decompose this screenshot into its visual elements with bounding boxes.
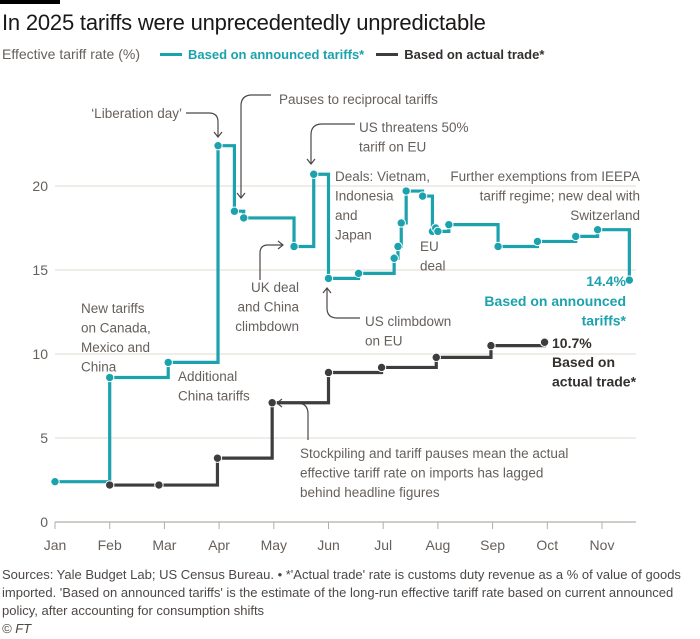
data-series [50, 140, 635, 490]
data-point [532, 236, 543, 247]
annotation-new-tariffs: New tariffs on Canada, Mexico and China [81, 301, 151, 375]
arrow-liberation [186, 112, 219, 137]
x-tick-label: Mar [152, 537, 176, 553]
y-tick-label: 5 [40, 430, 48, 446]
data-point [592, 224, 603, 235]
data-point [417, 191, 428, 201]
data-point [105, 372, 115, 383]
annotation-arrows [186, 94, 360, 440]
x-tick-label: Jan [44, 537, 67, 553]
data-point [154, 480, 164, 490]
legend-item-announced: Based on announced tariffs* [159, 46, 365, 62]
arrow-us-climbdown [326, 288, 360, 319]
x-tick-label: Oct [536, 537, 558, 553]
x-tick-label: Jul [374, 537, 392, 553]
brand-bar [0, 0, 60, 4]
data-point [229, 206, 240, 216]
annotation-deals: Deals: Vietnam, Indonesia and Japan [335, 169, 430, 243]
data-point [431, 352, 441, 363]
x-axis: Jan Feb Mar Apr May Jun Jul Aug Sep Oct Nov [44, 521, 636, 553]
data-point [105, 480, 115, 490]
x-tick-label: Jun [317, 537, 340, 553]
data-point [353, 268, 364, 279]
legend-swatch-actual [376, 52, 399, 56]
annotation-exemptions: Further exemptions from IEEPA tariff regi… [450, 169, 640, 223]
data-point [239, 213, 249, 223]
data-point [213, 140, 223, 151]
data-point [289, 241, 299, 252]
x-tick-label: May [261, 537, 287, 553]
legend-item-actual: Based on actual trade* [376, 47, 544, 62]
data-point [493, 241, 503, 252]
y-tick-label: 15 [32, 262, 48, 278]
annotation-china-tariffs: Additional China tariffs [178, 369, 250, 404]
gridlines: 0 5 10 15 20 [32, 178, 636, 530]
annotations: ‘Liberation day’ Pauses to reciprocal tar… [81, 92, 640, 500]
data-point [433, 226, 443, 237]
footer: Sources: Yale Budget Lab; US Census Bure… [2, 566, 697, 638]
data-point [212, 453, 223, 463]
arrow-pauses-head [236, 192, 246, 199]
annotation-eu-threat: US threatens 50% tariff on EU [359, 120, 469, 155]
arrow-pauses [240, 94, 271, 198]
x-tick-label: Sep [480, 537, 505, 553]
x-tick-label: Aug [425, 537, 450, 553]
data-point [444, 219, 454, 230]
arrow-uk-deal-head [277, 240, 284, 250]
x-tick-label: Apr [208, 537, 230, 553]
arrow-eu-threat [310, 123, 355, 164]
data-point [267, 398, 277, 408]
y-axis-label: Effective tariff rate (%) [2, 46, 140, 62]
y-tick-label: 10 [32, 346, 48, 362]
data-point [323, 367, 334, 378]
data-point [401, 186, 411, 196]
y-tick-label: 20 [32, 178, 48, 194]
arrow-us-climbdown-head [322, 287, 332, 294]
legend: Effective tariff rate (%) Based on annou… [2, 46, 556, 62]
arrow-uk-deal [259, 244, 283, 280]
data-point [376, 362, 387, 373]
y-tick-label: 0 [40, 514, 48, 530]
data-point [309, 169, 319, 179]
data-point [624, 275, 635, 285]
data-point [539, 337, 550, 347]
actual-trade-line [109, 342, 547, 487]
chart-plot: 0 5 10 15 20 Jan Feb Mar Apr May Jun Jul Aug Sep Oct N… [32, 92, 640, 553]
data-point [163, 357, 173, 368]
annotation-stockpiling: Stockpiling and tariff pauses mean the a… [300, 446, 568, 500]
annotation-actual-series: Based on actual trade* [552, 354, 637, 390]
source-note: Sources: Yale Budget Lab; US Census Bure… [2, 567, 681, 618]
x-tick-label: Nov [590, 537, 615, 553]
end-label-announced: 14.4% [586, 273, 626, 289]
data-point [393, 241, 403, 252]
arrow-eu-threat-head [306, 158, 316, 165]
legend-swatch-announced [159, 52, 182, 56]
annotation-pauses: Pauses to reciprocal tariffs [279, 92, 438, 107]
arrow-liberation-head [213, 131, 223, 138]
data-point [323, 273, 334, 284]
data-point [486, 340, 496, 351]
chart-title: In 2025 tariffs were unprecedentedly unp… [2, 10, 486, 35]
annotation-eu-deal: EU deal [420, 239, 446, 274]
legend-label-actual: Based on actual trade* [404, 46, 545, 62]
annotation-uk-deal: UK deal and China climbdown [235, 280, 299, 334]
data-point [571, 231, 581, 242]
data-point [396, 218, 406, 228]
credit: © FT [2, 621, 32, 636]
legend-label-announced: Based on announced tariffs* [187, 46, 365, 62]
annotation-liberation-day: ‘Liberation day’ [91, 106, 182, 121]
annotation-us-climbdown: US climbdown on EU [365, 314, 451, 349]
arrow-stockpiling [277, 402, 309, 440]
end-label-actual: 10.7% [552, 335, 592, 351]
x-tick-label: Feb [98, 537, 122, 553]
annotation-announced-series: Based on announced tariffs* [484, 293, 626, 329]
data-point [50, 476, 60, 487]
data-point [389, 253, 399, 263]
